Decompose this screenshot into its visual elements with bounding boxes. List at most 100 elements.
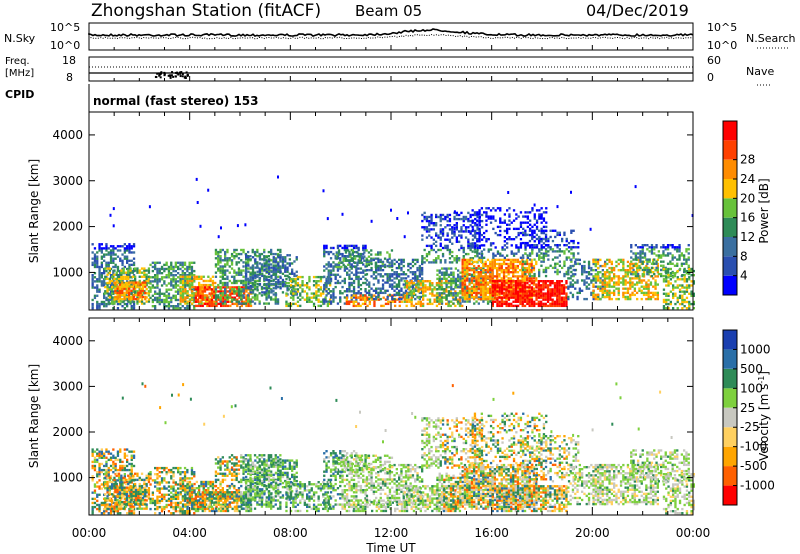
echo-cell <box>203 286 207 289</box>
echo-cell <box>217 294 220 297</box>
echo-cell <box>355 265 358 268</box>
echo-cell <box>496 207 500 210</box>
echo-cell <box>355 273 358 276</box>
echo-cell <box>253 283 257 287</box>
echo-cell <box>561 237 564 241</box>
echo-cell <box>422 296 425 299</box>
echo-cell <box>542 254 545 257</box>
echo-cell <box>603 262 607 266</box>
echo-cell <box>453 234 456 237</box>
echo-cell <box>516 258 519 262</box>
echo-cell <box>522 256 525 259</box>
echo-cell <box>267 263 270 266</box>
echo-cell <box>391 300 394 303</box>
echo-cell <box>332 273 335 276</box>
echo-cell <box>265 296 268 299</box>
echo-cell <box>156 286 159 289</box>
echo-cell <box>431 282 434 285</box>
echo-cell <box>606 258 609 262</box>
echo-cell <box>455 213 458 217</box>
echo-cell <box>122 269 125 272</box>
echo-cell <box>204 300 208 303</box>
echo-cell <box>372 257 375 260</box>
echo-cell <box>433 286 436 289</box>
echo-cell <box>528 302 531 306</box>
echo-cell <box>537 286 540 289</box>
echo-cell <box>445 296 448 299</box>
nsky-label: N.Sky <box>4 32 36 45</box>
echo-cell <box>551 229 555 232</box>
echo-cell <box>359 298 362 301</box>
echo-cell <box>542 252 546 255</box>
echo-cell <box>553 290 557 293</box>
echo-cell <box>452 294 455 297</box>
echo-cell <box>416 275 419 278</box>
echo-cell <box>445 269 448 272</box>
echo-cell <box>382 304 385 308</box>
echo-cell <box>354 294 358 297</box>
echo-cell <box>448 224 452 227</box>
echo-cell <box>533 304 536 308</box>
echo-cell <box>357 271 360 274</box>
echo-cell <box>521 254 525 257</box>
echo-cell <box>354 296 358 299</box>
echo-cell <box>279 269 282 272</box>
echo-cell <box>201 286 204 289</box>
echo-cell <box>375 297 378 301</box>
echo-cell <box>379 251 382 254</box>
echo-cell <box>113 273 116 276</box>
echo-cell <box>517 246 520 249</box>
echo-cell <box>482 281 485 284</box>
echo-cell <box>281 285 285 288</box>
echo-cell <box>112 253 115 256</box>
echo-cell <box>535 260 538 264</box>
echo-cell <box>357 277 360 281</box>
echo-cell <box>466 287 469 290</box>
echo-cell <box>145 296 148 299</box>
echo-cell <box>137 293 140 297</box>
echo-cell <box>479 273 483 276</box>
echo-cell <box>387 300 390 303</box>
echo-cell <box>214 252 218 256</box>
echo-cell <box>100 265 103 269</box>
echo-cell <box>470 267 474 270</box>
echo-cell <box>368 269 371 272</box>
echo-cell <box>103 302 106 306</box>
echo-cell <box>270 266 273 269</box>
echo-cell <box>590 273 593 276</box>
echo-cell <box>96 305 99 308</box>
echo-cell <box>134 292 137 295</box>
echo-cell <box>613 275 616 278</box>
echo-cell <box>601 279 604 282</box>
echo-cell <box>409 271 412 274</box>
echo-cell <box>193 277 196 281</box>
echo-cell <box>469 213 472 217</box>
echo-cell <box>407 275 410 278</box>
echo-cell <box>251 278 255 282</box>
echo-cell <box>156 272 159 275</box>
echo-cell <box>360 255 364 258</box>
echo-cell <box>428 261 431 264</box>
echo-cell <box>141 287 145 290</box>
echo-cell <box>494 292 497 295</box>
echo-cell <box>476 255 479 258</box>
echo-cell <box>610 277 613 280</box>
echo-cell <box>530 280 534 283</box>
echo-cell <box>98 290 101 293</box>
echo-cell <box>186 269 189 273</box>
echo-cell <box>174 286 177 289</box>
echo-cell <box>214 288 218 291</box>
echo-cell <box>530 294 534 297</box>
echo-cell <box>143 275 146 278</box>
echo-cell <box>245 278 248 282</box>
echo-cell <box>131 275 134 278</box>
echo-cell <box>448 252 452 256</box>
echo-cell <box>128 281 131 284</box>
echo-cell <box>469 248 472 252</box>
echo-cell <box>517 290 520 293</box>
echo-cell <box>306 300 309 303</box>
echo-cell <box>362 244 365 248</box>
echo-cell <box>410 282 413 285</box>
echo-cell <box>219 261 222 264</box>
echo-cell <box>483 231 486 235</box>
